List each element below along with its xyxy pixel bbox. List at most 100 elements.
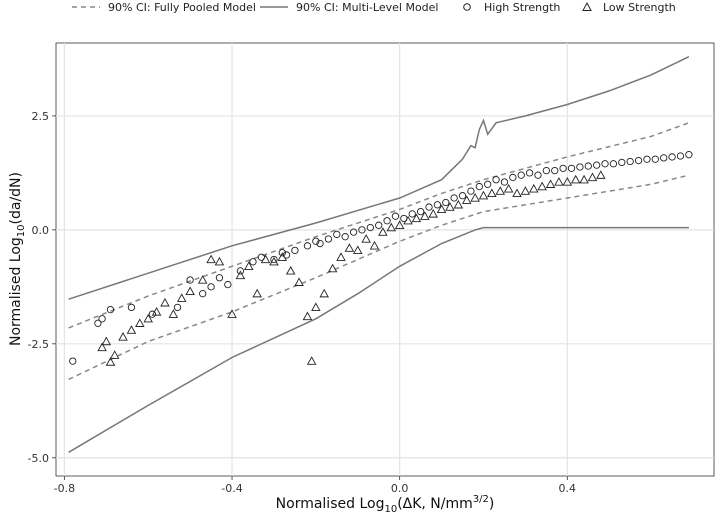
confidence-bands — [68, 56, 690, 453]
legend-swatch-high-strength — [463, 3, 471, 11]
point-low-strength-41 — [428, 208, 438, 218]
point-high-strength-25 — [349, 228, 358, 236]
point-high-strength-44 — [509, 173, 517, 182]
point-low-strength-60 — [587, 172, 598, 182]
point-high-strength-41 — [484, 180, 492, 188]
point-low-strength-59 — [579, 174, 589, 184]
point-high-strength-63 — [668, 153, 676, 161]
point-low-strength-23 — [285, 265, 296, 275]
point-low-strength-39 — [411, 213, 422, 223]
x-axis: -0.8 -0.4 0.0 0.4 — [54, 476, 576, 495]
point-low-strength-61 — [596, 170, 606, 179]
point-low-strength-6 — [135, 318, 145, 327]
point-high-strength-37 — [450, 194, 458, 202]
point-low-strength-19 — [252, 288, 262, 298]
point-low-strength-49 — [495, 186, 506, 195]
point-low-strength-17 — [235, 270, 246, 280]
point-low-strength-10 — [168, 309, 179, 318]
point-high-strength-59 — [634, 156, 643, 165]
point-low-strength-58 — [570, 174, 581, 184]
point-low-strength-2 — [105, 357, 116, 366]
point-low-strength-42 — [436, 204, 447, 214]
point-low-strength-40 — [420, 211, 430, 220]
point-low-strength-9 — [160, 297, 170, 307]
point-low-strength-32 — [352, 245, 363, 255]
ci-line-multi-level-lower — [68, 226, 689, 453]
point-low-strength-4 — [118, 332, 128, 341]
point-high-strength-53 — [584, 162, 592, 170]
point-low-strength-43 — [445, 202, 455, 211]
point-low-strength-0 — [97, 342, 107, 352]
point-low-strength-31 — [344, 243, 355, 252]
point-high-strength-22 — [324, 235, 333, 243]
grid-lines — [56, 43, 714, 476]
point-low-strength-44 — [453, 199, 464, 209]
point-high-strength-24 — [341, 233, 349, 241]
point-low-strength-13 — [197, 275, 208, 284]
point-high-strength-58 — [626, 157, 634, 166]
legend-label-multi-level: 90% CI: Multi-Level Model — [296, 1, 439, 14]
point-low-strength-47 — [478, 190, 489, 200]
point-low-strength-38 — [403, 215, 413, 225]
point-high-strength-57 — [618, 158, 626, 167]
point-high-strength-27 — [366, 223, 374, 232]
point-high-strength-30 — [391, 212, 400, 220]
point-high-strength-61 — [651, 155, 659, 163]
point-low-strength-27 — [311, 302, 321, 312]
x-tick-label-1: -0.4 — [221, 482, 242, 495]
point-high-strength-48 — [542, 166, 551, 175]
point-high-strength-13 — [249, 258, 257, 266]
point-low-strength-15 — [214, 256, 225, 266]
point-high-strength-56 — [609, 160, 618, 168]
point-low-strength-56 — [554, 177, 564, 186]
point-high-strength-5 — [148, 310, 157, 318]
point-high-strength-19 — [303, 242, 312, 250]
point-high-strength-49 — [551, 166, 559, 175]
point-high-strength-1 — [94, 319, 102, 327]
ci-line-fully-pooled-lower — [68, 174, 690, 381]
point-high-strength-55 — [601, 160, 609, 168]
point-high-strength-26 — [358, 226, 366, 234]
y-axis-title: Normalised Log10(da/dN) — [8, 172, 27, 346]
point-high-strength-65 — [685, 151, 693, 159]
point-high-strength-40 — [475, 182, 483, 191]
point-high-strength-8 — [199, 290, 207, 298]
x-tick-label-3: 0.4 — [559, 482, 577, 495]
point-low-strength-55 — [545, 179, 556, 188]
point-low-strength-29 — [327, 263, 338, 273]
point-high-strength-0 — [69, 357, 77, 365]
point-high-strength-18 — [291, 246, 299, 255]
y-axis: 2.5 0.0 -2.5 -5.0 — [28, 110, 56, 465]
point-high-strength-7 — [186, 276, 194, 284]
x-tick-label-0: -0.8 — [54, 482, 75, 495]
point-low-strength-28 — [319, 288, 329, 298]
point-low-strength-7 — [143, 313, 153, 323]
point-high-strength-50 — [559, 164, 567, 172]
point-high-strength-29 — [383, 217, 391, 225]
point-high-strength-34 — [425, 203, 433, 211]
point-high-strength-3 — [106, 305, 115, 314]
point-low-strength-25 — [302, 311, 313, 321]
point-low-strength-11 — [176, 293, 187, 302]
ci-line-fully-pooled-upper — [68, 122, 690, 329]
y-tick-label-3: -5.0 — [28, 452, 49, 465]
point-high-strength-51 — [567, 164, 576, 172]
point-high-strength-42 — [492, 176, 500, 184]
point-high-strength-9 — [207, 283, 215, 291]
point-low-strength-14 — [206, 254, 216, 264]
point-high-strength-15 — [270, 255, 278, 264]
point-high-strength-33 — [416, 207, 425, 216]
point-high-strength-21 — [316, 239, 324, 248]
y-tick-label-1: 0.0 — [32, 224, 50, 237]
point-high-strength-45 — [517, 171, 525, 179]
point-low-strength-22 — [277, 252, 288, 261]
point-high-strength-11 — [224, 280, 232, 289]
point-low-strength-30 — [336, 252, 346, 261]
point-low-strength-5 — [126, 325, 137, 334]
point-high-strength-60 — [643, 155, 651, 163]
point-low-strength-51 — [512, 188, 522, 198]
point-high-strength-39 — [467, 187, 475, 195]
point-high-strength-28 — [375, 221, 383, 229]
point-high-strength-35 — [433, 201, 442, 209]
